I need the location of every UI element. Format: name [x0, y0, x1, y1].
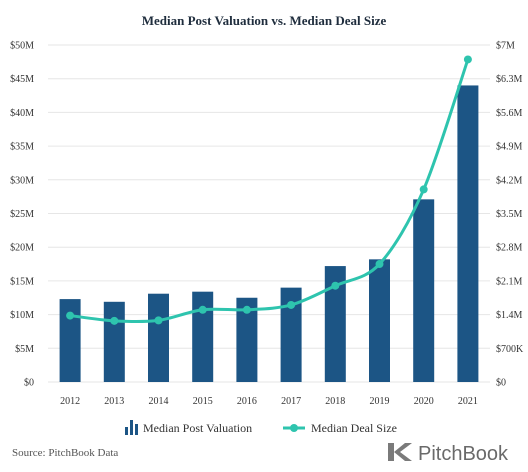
left-tick-label: $10M — [10, 310, 34, 321]
line-point — [463, 55, 472, 64]
line-point — [242, 305, 251, 314]
source-note: Source: PitchBook Data — [12, 447, 118, 459]
x-tick-label: 2015 — [193, 396, 213, 407]
left-tick-label: $5M — [15, 344, 34, 355]
chart-title: Median Post Valuation vs. Median Deal Si… — [142, 13, 387, 28]
right-tick-label: $5.6M — [496, 108, 523, 119]
x-tick-label: 2017 — [281, 396, 301, 407]
right-tick-label: $4.9M — [496, 142, 523, 153]
brand-name: PitchBook — [418, 443, 509, 465]
left-tick-label: $50M — [10, 41, 34, 52]
left-tick-label: $35M — [10, 142, 34, 153]
line-point — [110, 316, 119, 325]
right-tick-label: $2.8M — [496, 243, 523, 254]
bar — [103, 301, 125, 382]
right-tick-label: $7M — [496, 41, 515, 52]
line-point — [66, 311, 75, 320]
x-tick-label: 2018 — [325, 396, 345, 407]
right-axis: $0 $700K $1.4M $2.1M $2.8M $3.5M $4.2M $4.9M $5.… — [496, 41, 524, 389]
x-axis: 2012 2013 2014 2015 2016 2017 2018 2019 2020 2021 — [60, 396, 478, 407]
x-tick-label: 2012 — [60, 396, 80, 407]
right-tick-label: $1.4M — [496, 310, 523, 321]
pitchbook-logo-icon — [388, 443, 412, 461]
bar — [457, 85, 479, 382]
left-axis: $0 $5M $10M $15M $20M $25M $30M $35M $40M $45M $50… — [10, 41, 34, 389]
bar-series — [59, 85, 479, 382]
right-tick-label: $2.1M — [496, 276, 523, 287]
line-series — [66, 55, 472, 325]
line-path — [69, 58, 470, 324]
legend-label-deal-size: Median Deal Size — [311, 421, 397, 435]
legend-label-valuation: Median Post Valuation — [143, 421, 252, 435]
left-tick-label: $30M — [10, 175, 34, 186]
x-tick-label: 2014 — [149, 396, 169, 407]
legend-line-icon — [283, 424, 305, 432]
x-tick-label: 2016 — [237, 396, 257, 407]
legend: Median Post Valuation Median Deal Size — [125, 420, 397, 435]
right-tick-label: $6.3M — [496, 74, 523, 85]
pitchbook-logo: PitchBook — [388, 443, 509, 465]
bar — [59, 299, 81, 382]
x-tick-label: 2020 — [414, 396, 434, 407]
bar — [369, 259, 390, 382]
right-tick-label: $4.2M — [496, 175, 523, 186]
right-tick-label: $0 — [496, 378, 506, 389]
bar — [236, 297, 258, 382]
x-tick-label: 2019 — [370, 396, 390, 407]
x-tick-label: 2021 — [458, 396, 478, 407]
bar — [324, 266, 346, 382]
bar — [413, 199, 435, 382]
left-tick-label: $0 — [24, 378, 34, 389]
left-tick-label: $20M — [10, 243, 34, 254]
bar — [280, 287, 302, 382]
left-tick-label: $40M — [10, 108, 34, 119]
line-point — [331, 281, 340, 290]
bar — [192, 291, 214, 382]
line-point — [198, 305, 207, 314]
left-tick-label: $15M — [10, 276, 34, 287]
legend-bar-icon — [125, 420, 138, 435]
line-point — [154, 316, 163, 325]
x-tick-label: 2013 — [104, 396, 124, 407]
right-tick-label: $700K — [496, 344, 524, 355]
left-tick-label: $25M — [10, 209, 34, 220]
bar — [148, 293, 169, 382]
right-tick-label: $3.5M — [496, 209, 523, 220]
line-point — [419, 185, 428, 194]
left-tick-label: $45M — [10, 74, 34, 85]
line-point — [287, 300, 296, 309]
line-point — [375, 260, 384, 269]
